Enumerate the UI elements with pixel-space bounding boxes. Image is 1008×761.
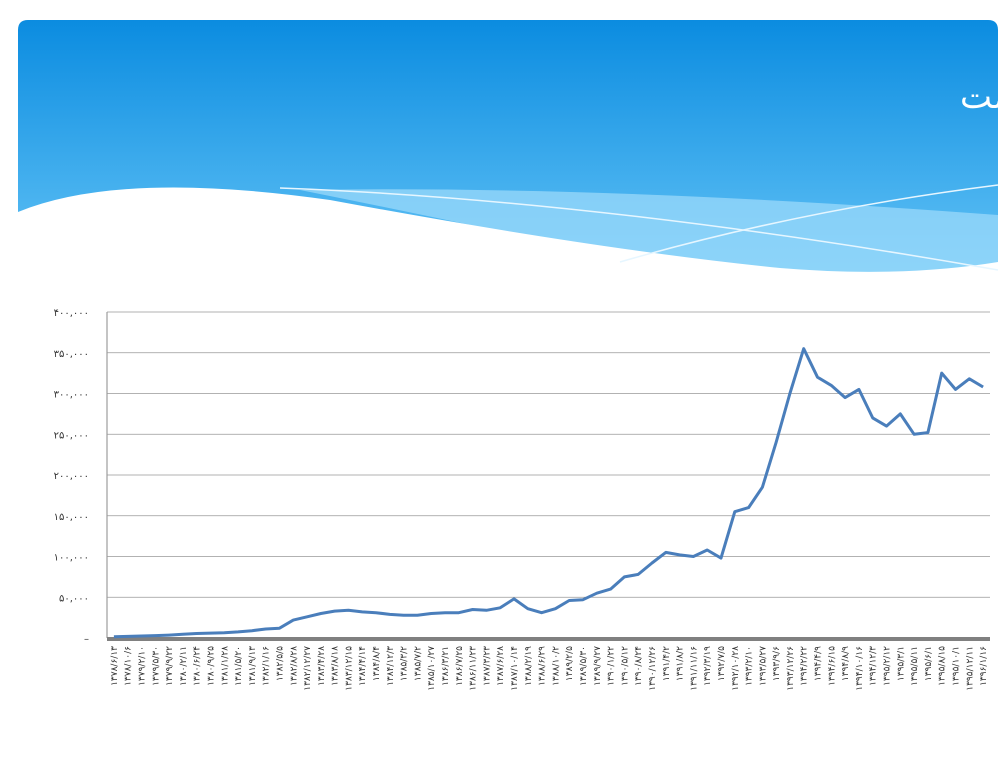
x-tick-label: ۱۳۸۲/۱۲/۲۷ <box>303 646 313 691</box>
x-tick-label: ۱۳۸۴/۴/۱۴ <box>358 646 368 686</box>
x-tick-label: ۱۳۸۳/۸/۱۸ <box>331 646 341 686</box>
x-tick-label: ۱۳۹۳/۵/۲۷ <box>758 646 768 686</box>
x-tick-label: ۱۳۸۸/۱۰/۲ <box>551 646 561 686</box>
header-curve <box>279 187 999 271</box>
x-tick-label: ۱۳۹۰/۵/۱۲ <box>620 646 630 686</box>
x-tick-label: ۱۳۸۳/۱۲/۱۵ <box>344 646 354 691</box>
x-tick-label: ۱۳۸۰/۲/۱۱ <box>179 646 189 686</box>
x-tick-label: ۱۳۸۷/۳/۲۳ <box>482 646 492 686</box>
x-tick-label: ۱۳۹۴/۱۲/۳ <box>869 646 879 686</box>
x-tick-label: ۱۳۸۸/۶/۲۹ <box>538 646 548 686</box>
x-tick-label: ۱۳۷۹/۹/۲۲ <box>165 646 175 686</box>
x-tick-label: ۱۳۸۷/۶/۲۸ <box>496 646 506 686</box>
x-tick-label: ۱۳۸۲/۸/۲۸ <box>289 646 299 686</box>
x-tick-label: ۱۳۸۱/۹/۱۳ <box>248 646 258 686</box>
x-tick-label: ۱۳۹۵/۸/۱۵ <box>938 646 948 686</box>
x-tick-label: ۱۳۹۴/۶/۱۵ <box>827 646 837 686</box>
x-tick-label: ۱۳۷۸/۱۰/۶ <box>124 646 134 686</box>
x-tick-label: ۱۳۹۱/۸/۲ <box>676 646 686 681</box>
x-tick-label: ۱۳۸۷/۱۰/۱۴ <box>510 646 520 691</box>
y-tick-label: ۳۵۰,۰۰۰ <box>54 349 89 360</box>
x-tick-label: ۱۳۹۵/۳/۱ <box>896 646 906 681</box>
x-tick-label: ۱۳۸۵/۱۰/۲۷ <box>427 646 437 691</box>
chart-title: روند شاخص بازده نقدی و قیمت <box>960 77 1008 117</box>
x-tick-label: ۱۳۹۵/۱۲/۱۱ <box>965 646 975 691</box>
x-tick-label: ۱۳۸۹/۹/۲۷ <box>593 646 603 686</box>
x-tick-label: ۱۳۸۱/۵/۲۰ <box>234 646 244 686</box>
x-tick-label: ۱۳۹۱/۴/۲ <box>662 646 672 681</box>
y-tick-label: ۵۰,۰۰۰ <box>59 593 89 604</box>
x-tick-label: ۱۳۷۹/۵/۳۰ <box>151 646 161 686</box>
x-tick-label: ۱۳۸۶/۱۱/۲۳ <box>469 646 479 691</box>
x-tick-label: ۱۳۸۰/۹/۲۵ <box>206 646 216 686</box>
x-tick-label: ۱۳۸۵/۳/۲ <box>400 646 410 681</box>
x-tick-label: ۱۳۹۴/۱۰/۱۶ <box>855 646 865 691</box>
x-tick-label: ۱۳۸۴/۸/۴ <box>372 646 382 681</box>
x-tick-label: ۱۳۹۲/۷/۵ <box>717 646 727 681</box>
header-wave <box>18 187 998 300</box>
x-tick-label: ۱۳۹۳/۱۲/۲۶ <box>786 646 796 691</box>
y-tick-label: ۱۵۰,۰۰۰ <box>54 512 89 523</box>
x-tick-label: ۱۳۸۴/۱۲/۳ <box>386 646 396 686</box>
x-tick-label: ۱۳۹۶/۱/۱۶ <box>979 646 989 686</box>
x-tick-label: ۱۳۹۵/۶/۱ <box>924 646 934 681</box>
x-tick-label: ۱۳۹۰/۱۲/۲۶ <box>648 646 658 691</box>
x-tick-label: ۱۳۸۹/۲/۵ <box>565 646 575 681</box>
x-tick-label: ۱۳۹۵/۱۰/۱ <box>952 646 962 686</box>
y-tick-label: ۳۰۰,۰۰۰ <box>54 390 89 401</box>
x-tick-label: ۱۳۸۵/۷/۲ <box>413 646 423 681</box>
x-tick-label: ۱۳۹۴/۴/۹ <box>814 646 824 681</box>
x-tick-label: ۱۳۹۰/۸/۲۴ <box>634 646 644 686</box>
x-tick-label: ۱۳۸۶/۳/۲۱ <box>441 646 451 686</box>
x-tick-label: ۱۳۹۰/۱/۲۲ <box>607 646 617 686</box>
header-curve <box>619 184 999 263</box>
x-tick-label: ۱۳۸۶/۷/۲۵ <box>455 646 465 686</box>
x-tick-label: ۱۳۹۵/۵/۱۱ <box>910 646 920 686</box>
y-tick-label: ۲۰۰,۰۰۰ <box>54 471 89 482</box>
x-tick-label: ۱۳۸۰/۶/۲۴ <box>193 646 203 686</box>
x-tick-label: ۱۳۹۳/۲/۱۰ <box>745 646 755 686</box>
x-tick-label: ۱۳۹۵/۲/۱۲ <box>883 646 893 686</box>
y-tick-label: ۴۰۰,۰۰۰ <box>54 308 89 319</box>
x-tick-label: ۱۳۸۲/۱/۱۶ <box>262 646 272 686</box>
header-wave-light <box>300 189 998 275</box>
x-tick-label: ۱۳۹۳/۹/۶ <box>772 646 782 681</box>
x-tick-label: ۱۳۸۹/۵/۳۰ <box>579 646 589 686</box>
x-tick-label: ۱۳۹۴/۲/۲۲ <box>800 646 810 686</box>
x-tick-label: ۱۳۸۲/۵/۵ <box>275 646 285 681</box>
x-tick-label: ۱۳۸۸/۲/۱۹ <box>524 646 534 686</box>
x-tick-label: ۱۳۹۲/۱۰/۲۸ <box>731 646 741 691</box>
y-tick-label: ۲۵۰,۰۰۰ <box>54 430 89 441</box>
y-tick-label: – <box>84 634 89 645</box>
x-tick-label: ۱۳۹۱/۱۱/۱۶ <box>689 646 699 691</box>
x-tick-label: ۱۳۷۹/۲/۱۰ <box>137 646 147 686</box>
y-tick-label: ۱۰۰,۰۰۰ <box>54 553 89 564</box>
x-tick-label: ۱۳۸۳/۴/۲۸ <box>317 646 327 686</box>
x-tick-label: ۱۳۹۴/۸/۹ <box>841 646 851 681</box>
data-line <box>113 347 984 639</box>
x-tick-label: ۱۳۹۲/۳/۱۹ <box>703 646 713 686</box>
x-tick-label: ۱۳۷۸/۶/۱۳ <box>110 646 120 686</box>
x-tick-label: ۱۳۸۱/۱/۲۸ <box>220 646 230 686</box>
